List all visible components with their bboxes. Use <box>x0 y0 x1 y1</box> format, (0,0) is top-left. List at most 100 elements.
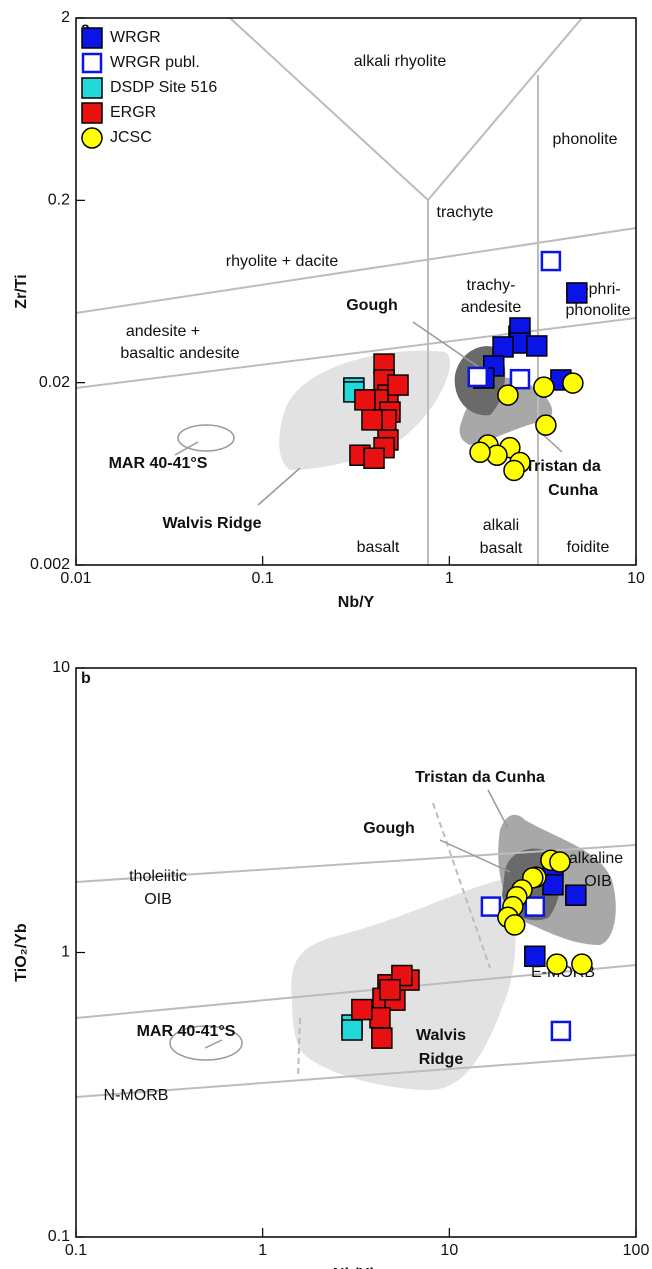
y-tick-label: 10 <box>52 659 70 676</box>
point <box>566 282 588 304</box>
boundary <box>297 1017 301 1079</box>
fields-b <box>75 789 637 1098</box>
annotation: Tristan da <box>525 458 601 475</box>
point <box>371 1027 393 1049</box>
y-tick-label: 0.1 <box>48 1228 70 1245</box>
point <box>535 414 557 436</box>
legend-label: DSDP Site 516 <box>110 79 217 96</box>
annotation: andesite <box>461 299 522 316</box>
point <box>565 884 587 906</box>
point <box>533 376 555 398</box>
legend-marker <box>81 127 103 149</box>
annotation: andesite + <box>126 323 200 340</box>
annotation: rhyolite + dacite <box>226 253 339 270</box>
panel: b 0.1 1 10 100 0.1 1 10 Nb/Yb TiO₂/Yb Tristan da C… <box>13 659 649 1269</box>
y-tick-label: 0.02 <box>39 374 70 391</box>
boundary <box>75 227 637 314</box>
point <box>361 409 383 431</box>
point <box>497 384 519 406</box>
point <box>546 953 568 975</box>
mar-field <box>169 1025 243 1061</box>
point <box>503 459 525 482</box>
annotation: alkali rhyolite <box>354 53 447 70</box>
callout <box>257 467 301 506</box>
y-axis-label: TiO₂/Yb <box>13 923 30 982</box>
annotation: N-MORB <box>104 1087 169 1104</box>
mar-field <box>177 424 235 452</box>
annotation: Tristan da Cunha <box>415 769 545 786</box>
boundary <box>75 844 637 883</box>
legend-marker <box>81 27 103 49</box>
annotation: Gough <box>346 297 398 314</box>
legend-marker <box>81 77 103 99</box>
point <box>492 336 514 358</box>
point <box>549 851 571 873</box>
point <box>509 368 531 390</box>
point <box>562 372 584 394</box>
x-tick-label: 0.1 <box>65 1242 87 1259</box>
annotation: basaltic andesite <box>120 345 239 362</box>
y-axis-label: Zr/Ti <box>13 274 30 308</box>
point <box>387 374 409 396</box>
callout <box>412 321 481 369</box>
x-tick-label: 10 <box>627 570 645 587</box>
annotation: OIB <box>144 891 172 908</box>
y-tick-label: 0.002 <box>30 556 70 573</box>
legend-label: WRGR <box>110 29 161 46</box>
y-tick-label: 0.2 <box>48 192 70 209</box>
x-tick-label: 10 <box>440 1242 458 1259</box>
point <box>379 978 401 1001</box>
legend-label: WRGR publ. <box>110 54 200 71</box>
point <box>503 914 526 936</box>
point <box>351 998 373 1021</box>
annotation: MAR 40-41°S <box>137 1023 236 1040</box>
x-tick-label: 100 <box>623 1242 650 1259</box>
plot-frame <box>75 17 637 566</box>
callout <box>487 789 509 829</box>
boundary <box>75 317 637 389</box>
point <box>540 250 562 272</box>
annotation: phonolite <box>553 131 618 148</box>
legend-marker <box>81 102 103 124</box>
callout <box>439 839 511 873</box>
annotation: Ridge <box>419 1051 464 1068</box>
point <box>354 389 376 411</box>
boundary <box>75 1054 637 1098</box>
annotation: Walvis <box>416 1027 466 1044</box>
annotation: trachy- <box>467 277 516 294</box>
annotation: alkaline <box>569 850 623 867</box>
legend-marker <box>81 52 103 74</box>
boundary <box>75 964 637 1019</box>
x-axis-label: Nb/Yb <box>333 1266 379 1269</box>
point <box>469 441 491 464</box>
callout <box>204 1039 223 1049</box>
annotation: Cunha <box>548 482 598 499</box>
x-axis-label: Nb/Y <box>338 594 375 611</box>
annotation: OIB <box>584 873 612 890</box>
annotation: phonolite <box>566 302 631 319</box>
point <box>524 945 546 968</box>
point <box>341 1019 363 1041</box>
x-tick-label: 0.1 <box>252 570 274 587</box>
point <box>571 953 593 975</box>
panel-letter: b <box>81 670 91 687</box>
legend-label: ERGR <box>110 104 156 121</box>
x-tick-label: 1 <box>258 1242 267 1259</box>
annotation: Walvis Ridge <box>163 515 262 532</box>
point <box>363 447 385 470</box>
annotation: foidite <box>567 539 610 556</box>
point <box>550 1020 572 1042</box>
panel: a0.010.11100.0020.020.22Nb/YZr/Tialkali … <box>13 9 645 611</box>
point <box>369 1006 391 1029</box>
callout <box>174 441 199 456</box>
annotation: alkali <box>483 517 519 534</box>
point <box>526 335 548 357</box>
x-tick-label: 0.01 <box>60 570 91 587</box>
y-tick-label: 2 <box>61 9 70 26</box>
boundary <box>432 802 491 969</box>
x-tick-label: 1 <box>445 570 454 587</box>
annotation: MAR 40-41°S <box>109 455 208 472</box>
annotation: basalt <box>480 540 523 557</box>
